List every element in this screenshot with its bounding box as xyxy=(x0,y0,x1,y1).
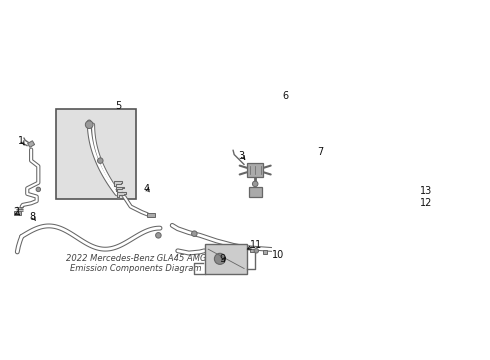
Circle shape xyxy=(338,157,343,162)
Bar xyxy=(56,109,136,199)
Text: 1: 1 xyxy=(19,136,25,146)
Bar xyxy=(205,244,247,274)
Text: 6: 6 xyxy=(282,91,289,101)
Text: 11: 11 xyxy=(250,240,262,250)
Circle shape xyxy=(98,158,103,163)
Bar xyxy=(263,250,268,253)
Polygon shape xyxy=(114,181,122,185)
Text: 4: 4 xyxy=(144,184,149,194)
Circle shape xyxy=(85,121,93,129)
Circle shape xyxy=(192,231,197,237)
Text: 3: 3 xyxy=(239,150,245,161)
Bar xyxy=(247,163,264,177)
Circle shape xyxy=(252,181,258,186)
Bar xyxy=(27,141,35,147)
Bar xyxy=(366,196,371,200)
Bar xyxy=(248,186,262,197)
Text: 8: 8 xyxy=(29,212,36,222)
Text: 12: 12 xyxy=(420,198,433,208)
Circle shape xyxy=(289,106,295,113)
Text: 2022 Mercedes-Benz GLA45 AMG
Emission Components Diagram: 2022 Mercedes-Benz GLA45 AMG Emission Co… xyxy=(66,253,206,273)
Bar xyxy=(147,213,155,217)
Bar xyxy=(389,113,395,119)
Circle shape xyxy=(254,249,259,253)
Bar xyxy=(14,211,21,215)
Text: 7: 7 xyxy=(317,147,323,157)
Text: 5: 5 xyxy=(115,102,122,111)
Circle shape xyxy=(156,233,161,238)
Text: 13: 13 xyxy=(420,186,432,196)
Bar xyxy=(250,249,255,252)
Circle shape xyxy=(215,253,225,264)
Polygon shape xyxy=(116,186,124,191)
Text: 9: 9 xyxy=(219,254,225,264)
Bar xyxy=(288,150,294,154)
Text: 2: 2 xyxy=(13,207,19,216)
Polygon shape xyxy=(118,192,126,197)
Bar xyxy=(416,199,421,203)
Circle shape xyxy=(342,108,349,114)
Text: 10: 10 xyxy=(272,250,284,260)
Circle shape xyxy=(36,187,41,192)
